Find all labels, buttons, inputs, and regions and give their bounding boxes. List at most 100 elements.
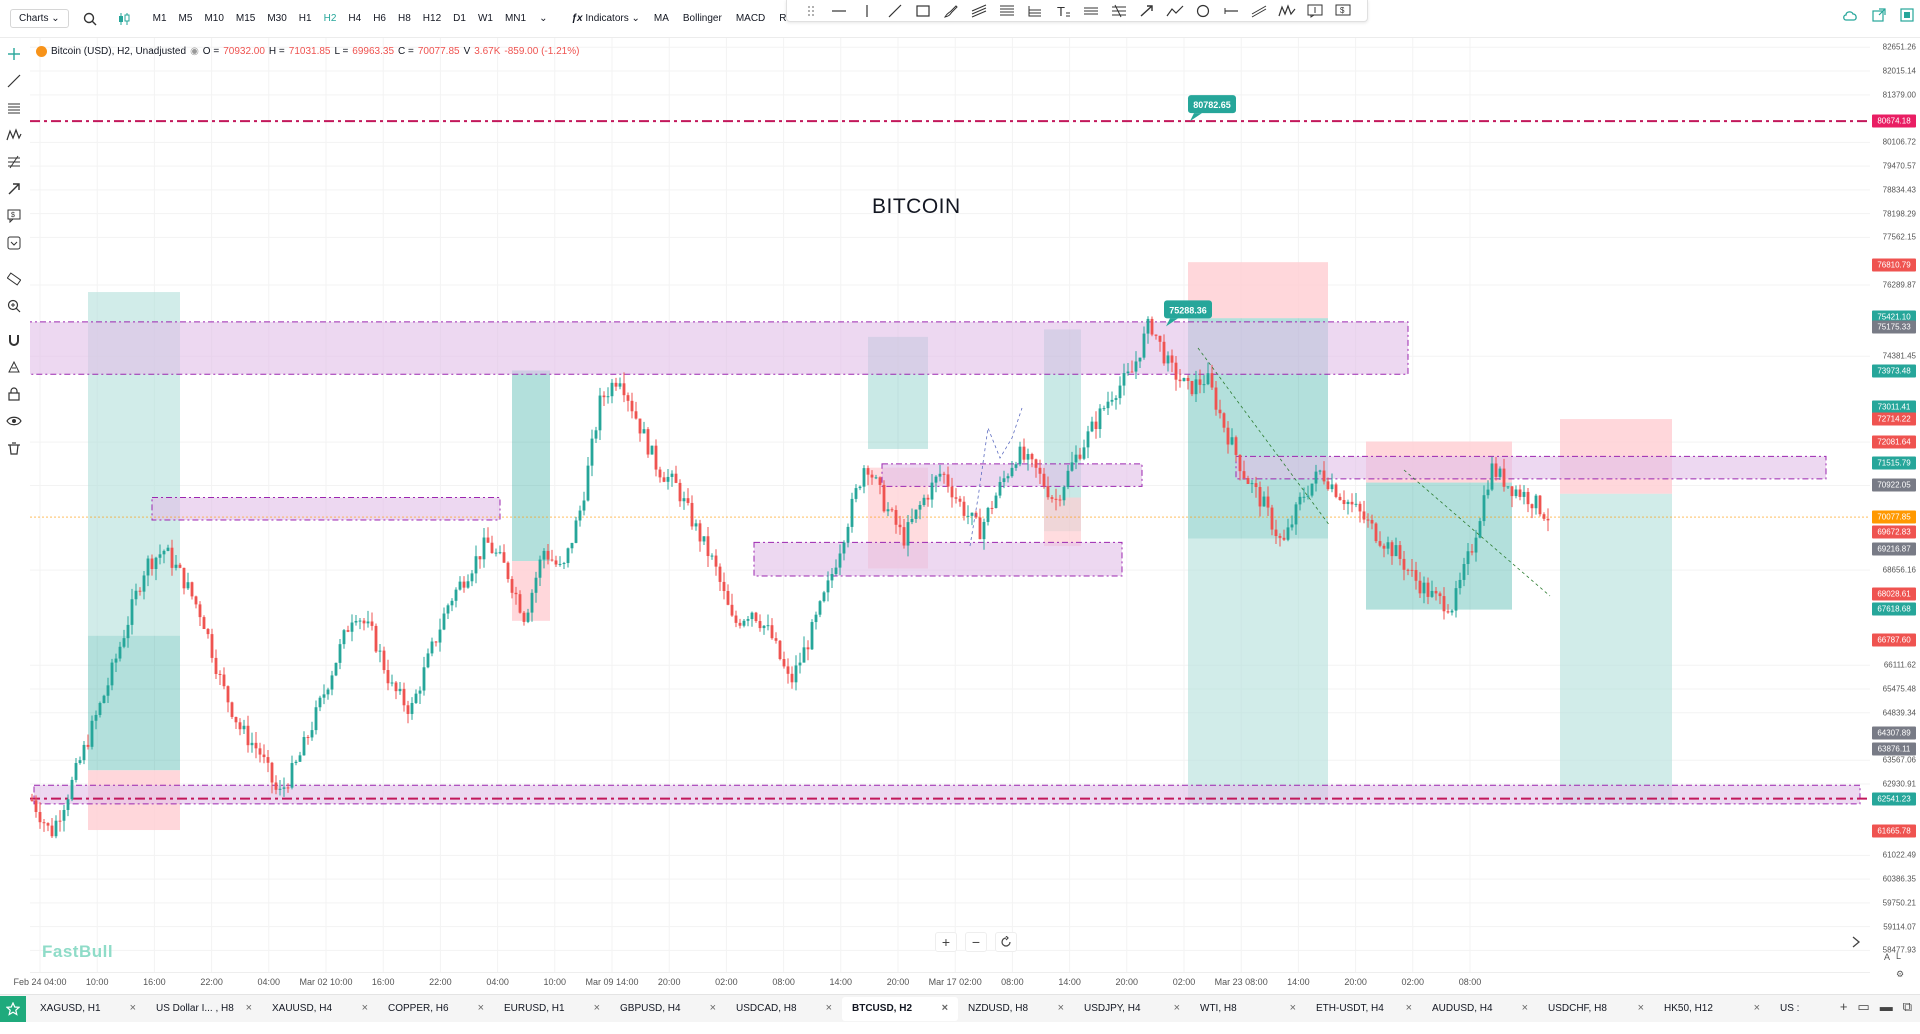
- vertical-line-icon[interactable]: [853, 1, 881, 21]
- indicator-ma[interactable]: MA: [653, 13, 669, 24]
- popout-icon[interactable]: [1872, 8, 1886, 27]
- arrow-icon[interactable]: [3, 178, 25, 200]
- fib-retracement-icon[interactable]: [3, 97, 25, 119]
- minimize-icon[interactable]: ▬: [1879, 999, 1893, 1014]
- chart-tab[interactable]: XAGUSD, H1 ×: [30, 997, 146, 1021]
- chart-tab[interactable]: NZDUSD, H8 ×: [958, 997, 1074, 1021]
- candlestick-type-icon[interactable]: [113, 8, 135, 30]
- close-icon[interactable]: ×: [825, 1001, 832, 1014]
- search-icon[interactable]: [79, 8, 101, 30]
- chart-tab[interactable]: EURUSD, H1 ×: [494, 997, 610, 1021]
- timeframe-m1[interactable]: M1: [152, 13, 167, 24]
- price-axis[interactable]: 82651.26 82015.14 81379.00 80106.72 79470.57…: [1870, 38, 1920, 972]
- trend-line-icon[interactable]: [3, 70, 25, 92]
- timeframe-h12[interactable]: H12: [422, 13, 442, 24]
- chart-tab[interactable]: USDCHF, H8 ×: [1538, 997, 1654, 1021]
- timeframe-h2[interactable]: H2: [323, 13, 337, 24]
- timeframe-m15[interactable]: M15: [235, 13, 256, 24]
- chart-tab[interactable]: USDCAD, H8 ×: [726, 997, 842, 1021]
- timeframe-h6[interactable]: H6: [373, 13, 386, 24]
- close-icon[interactable]: ×: [1521, 1001, 1528, 1014]
- close-icon[interactable]: ×: [941, 1001, 948, 1014]
- timeframe-h1[interactable]: H1: [298, 13, 312, 24]
- indicator-bollinger[interactable]: Bollinger: [682, 13, 722, 24]
- horizontal-line-icon[interactable]: [825, 1, 853, 21]
- price-chart[interactable]: 80782.65 75288.36: [30, 38, 1870, 972]
- close-icon[interactable]: ×: [129, 1001, 136, 1014]
- close-icon[interactable]: ×: [1753, 1001, 1760, 1014]
- lock-icon[interactable]: [3, 383, 25, 405]
- eye-icon[interactable]: [3, 410, 25, 432]
- layout-icon[interactable]: ▭: [1857, 999, 1870, 1014]
- timeframe-d1[interactable]: D1: [453, 13, 466, 24]
- timeframe-h8[interactable]: H8: [397, 13, 411, 24]
- timeframe-mn1[interactable]: MN1: [504, 13, 527, 24]
- fib-fan-icon[interactable]: [1021, 1, 1049, 21]
- indicators-button[interactable]: ƒx Indicators ⌄: [564, 13, 646, 24]
- time-axis[interactable]: Feb 24 04:00 10:00 16:00 22:00 04:00 Mar 02 1…: [13, 972, 1870, 992]
- chart-tab[interactable]: US Dollar I... , H8 ×: [146, 997, 262, 1021]
- chart-tab[interactable]: GBPUSD, H4 ×: [610, 997, 726, 1021]
- chart-tab[interactable]: COPPER, H6 ×: [378, 997, 494, 1021]
- timeframe-w1[interactable]: W1: [477, 13, 493, 24]
- ruler-icon[interactable]: [3, 268, 25, 290]
- add-tab-icon[interactable]: +: [1839, 999, 1848, 1014]
- auto-scale-icon[interactable]: A: [1884, 952, 1891, 962]
- close-icon[interactable]: ×: [1173, 1001, 1180, 1014]
- measure-icon[interactable]: [3, 232, 25, 254]
- close-icon[interactable]: ×: [245, 1001, 252, 1014]
- circle-icon[interactable]: [1189, 1, 1217, 21]
- timeframe-m30[interactable]: M30: [267, 13, 287, 24]
- log-scale-icon[interactable]: L: [1896, 951, 1902, 961]
- pitchfork-icon[interactable]: [1105, 1, 1133, 21]
- close-icon[interactable]: ×: [477, 1001, 484, 1014]
- chart-tab[interactable]: US :: [1770, 997, 1886, 1021]
- zoom-out-button[interactable]: −: [965, 932, 987, 952]
- timeframe-more-icon[interactable]: ⌄: [539, 13, 548, 24]
- reset-chart-button[interactable]: [995, 932, 1017, 952]
- rectangle-icon[interactable]: [909, 1, 937, 21]
- close-icon[interactable]: ×: [1637, 1001, 1644, 1014]
- restore-icon[interactable]: ⧉: [1902, 999, 1912, 1014]
- fib-retracement-icon[interactable]: [993, 1, 1021, 21]
- close-icon[interactable]: ×: [593, 1001, 600, 1014]
- chart-area[interactable]: 80782.65 75288.36: [30, 38, 1870, 972]
- chart-tab[interactable]: XAUUSD, H4 ×: [262, 997, 378, 1021]
- note-icon[interactable]: $: [3, 205, 25, 227]
- close-icon[interactable]: ×: [361, 1001, 368, 1014]
- ray-icon[interactable]: [1217, 1, 1245, 21]
- polyline-icon[interactable]: [1161, 1, 1189, 21]
- close-icon[interactable]: ×: [1405, 1001, 1412, 1014]
- price-note-icon[interactable]: $: [1329, 1, 1357, 21]
- brush-icon[interactable]: [937, 1, 965, 21]
- chart-tab[interactable]: AUDUSD, H4 ×: [1422, 997, 1538, 1021]
- trend-line-icon[interactable]: [881, 1, 909, 21]
- fullscreen-icon[interactable]: [1900, 8, 1914, 27]
- settings-gear-icon[interactable]: ⚙: [1896, 969, 1905, 979]
- note-icon[interactable]: [1301, 1, 1329, 21]
- chart-tab[interactable]: BTCUSD, H2 ×: [842, 996, 958, 1021]
- trash-icon[interactable]: [3, 437, 25, 459]
- timeframe-m5[interactable]: M5: [178, 13, 193, 24]
- charts-menu-button[interactable]: Charts ⌄: [10, 9, 69, 28]
- crosshair-icon[interactable]: [3, 43, 25, 65]
- indicator-macd[interactable]: MACD: [735, 13, 766, 24]
- text-icon[interactable]: T: [1049, 1, 1077, 21]
- arrow-icon[interactable]: [1133, 1, 1161, 21]
- stay-drawing-icon[interactable]: [3, 356, 25, 378]
- chart-tab[interactable]: ETH-USDT, H4 ×: [1306, 997, 1422, 1021]
- gann-icon[interactable]: [3, 151, 25, 173]
- cloud-icon[interactable]: [1842, 8, 1858, 27]
- favorite-star-icon[interactable]: [0, 995, 26, 1022]
- magnet-icon[interactable]: [3, 329, 25, 351]
- chart-tab[interactable]: WTI, H8 ×: [1190, 997, 1306, 1021]
- drag-handle-icon[interactable]: [797, 1, 825, 21]
- timeframe-m10[interactable]: M10: [204, 13, 224, 24]
- timeframe-h4[interactable]: H4: [348, 13, 362, 24]
- close-icon[interactable]: ×: [1057, 1001, 1064, 1014]
- close-icon[interactable]: ×: [1289, 1001, 1296, 1014]
- scroll-right-button[interactable]: [1846, 932, 1866, 952]
- chart-tab[interactable]: HK50, H12 ×: [1654, 997, 1770, 1021]
- pattern-icon[interactable]: [1273, 1, 1301, 21]
- pattern-icon[interactable]: [3, 124, 25, 146]
